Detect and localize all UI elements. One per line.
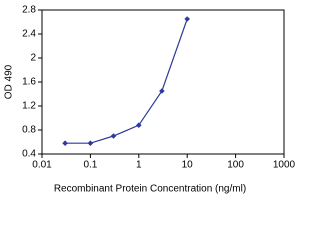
chart: Recombinant Protein Concentration (ng/ml… bbox=[0, 0, 300, 200]
y-axis-label: OD 490 bbox=[4, 64, 15, 99]
y-tick-label: 0.8 bbox=[22, 125, 36, 136]
y-tick-label: 0.4 bbox=[22, 149, 36, 160]
x-tick-label: 100 bbox=[227, 160, 244, 171]
y-tick-label: 2.8 bbox=[22, 5, 36, 16]
background bbox=[0, 0, 300, 200]
x-tick-label: 1000 bbox=[273, 160, 296, 171]
data-point bbox=[62, 140, 68, 146]
y-tick-label: 2.4 bbox=[22, 29, 36, 40]
x-tick-label: 0.1 bbox=[83, 160, 97, 171]
x-tick-label: 1 bbox=[136, 160, 142, 171]
y-tick-label: 1.2 bbox=[22, 101, 36, 112]
data-point bbox=[136, 122, 142, 128]
x-axis-label: Recombinant Protein Concentration (ng/ml… bbox=[54, 184, 246, 195]
data-point bbox=[87, 140, 94, 146]
data-point bbox=[184, 16, 190, 22]
series-line bbox=[65, 18, 188, 144]
x-tick-label: 0.01 bbox=[32, 160, 52, 171]
y-tick-label: 2 bbox=[30, 53, 36, 64]
data-point bbox=[159, 88, 165, 94]
y-tick-label: 1.6 bbox=[22, 77, 36, 88]
x-tick-label: 10 bbox=[182, 160, 194, 171]
data-point bbox=[110, 133, 117, 139]
